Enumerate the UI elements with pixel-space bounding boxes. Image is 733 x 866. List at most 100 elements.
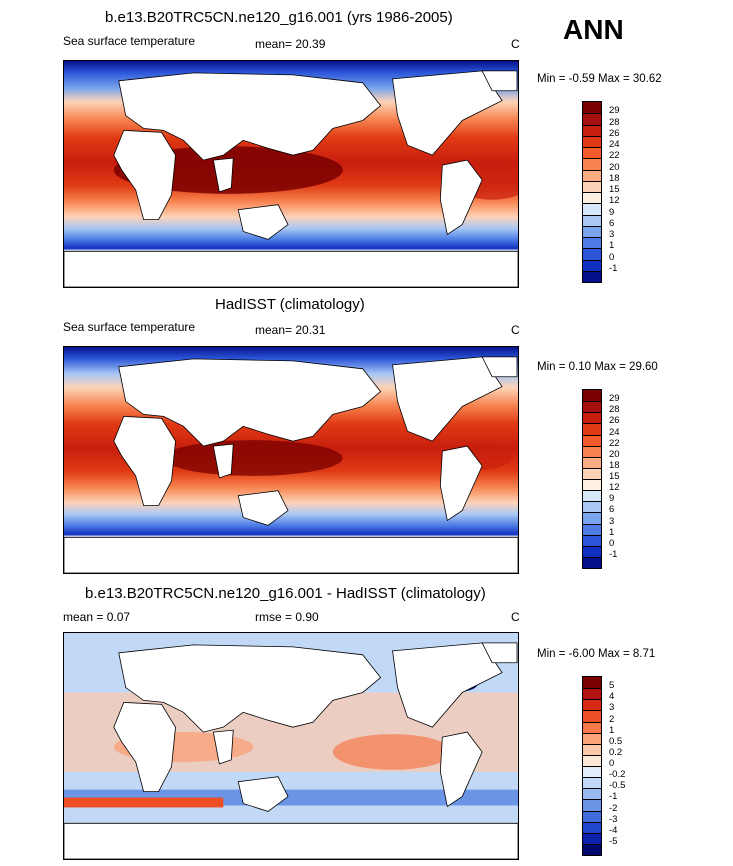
panel-1-minmax: Min = -0.59 Max = 30.62: [537, 73, 662, 85]
colorbar-swatch: [583, 434, 601, 446]
colorbar-swatch: [583, 556, 601, 568]
colorbar-swatch: [583, 821, 601, 833]
colorbar-level-label: 4: [609, 691, 615, 703]
colorbar-level-label: -5: [609, 835, 618, 847]
colorbar-level-label: 3: [609, 515, 615, 527]
colorbar-swatch: [583, 445, 601, 457]
colorbar-level-label: -3: [609, 813, 618, 825]
colorbar-swatch: [583, 677, 601, 689]
colorbar-level-label: 29: [609, 105, 620, 117]
panel-1-units: C: [511, 37, 520, 51]
colorbar-level-label: 0: [609, 758, 615, 769]
colorbar-swatch: [583, 456, 601, 468]
colorbar-level-label: -1: [609, 262, 618, 274]
colorbar-level-label: -4: [609, 824, 618, 836]
colorbar-level-label: 5: [609, 680, 615, 692]
colorbar-swatch: [583, 743, 601, 755]
colorbar-swatch: [583, 699, 601, 711]
colorbar-swatch: [583, 799, 601, 811]
colorbar-level-label: -1: [609, 548, 618, 560]
colorbar-swatch: [583, 788, 601, 800]
colorbar-level-label: 20: [609, 448, 620, 460]
colorbar-swatch: [583, 710, 601, 722]
panel-1-field-label: Sea surface temperature: [63, 34, 196, 48]
colorbar-level-label: 0: [609, 537, 615, 549]
colorbar-level-label: -0.5: [609, 780, 626, 792]
colorbar-swatch: [583, 158, 601, 170]
colorbar-swatch: [583, 467, 601, 479]
colorbar-swatch: [583, 259, 601, 271]
colorbar-level-label: 0.5: [609, 735, 623, 747]
colorbar-swatch: [583, 523, 601, 535]
colorbar-swatch: [583, 270, 601, 282]
colorbar-level-label: 1: [609, 240, 615, 252]
colorbar-level-label: 15: [609, 184, 620, 195]
panel-3-colorbar: [582, 676, 602, 856]
colorbar-swatch: [583, 777, 601, 789]
colorbar-swatch: [583, 423, 601, 435]
panel-2-title: HadISST (climatology): [215, 296, 365, 313]
colorbar-level-label: 3: [609, 702, 615, 714]
colorbar-swatch: [583, 721, 601, 733]
panel-3-map: [63, 632, 519, 860]
colorbar-swatch: [583, 688, 601, 700]
colorbar-level-label: 9: [609, 206, 615, 218]
colorbar-swatch: [583, 248, 601, 260]
panel-2-mean: mean= 20.31: [255, 323, 326, 337]
colorbar-level-label: 3: [609, 229, 615, 240]
panel-2-colorbar: [582, 389, 602, 569]
colorbar-swatch: [583, 843, 601, 855]
colorbar-level-label: 24: [609, 139, 620, 150]
colorbar-level-label: 6: [609, 504, 615, 516]
colorbar-level-label: 1: [609, 526, 615, 538]
colorbar-level-label: 28: [609, 116, 620, 128]
panel-1-title: b.e13.B20TRC5CN.ne120_g16.001 (yrs 1986-…: [105, 9, 453, 26]
colorbar-swatch: [583, 512, 601, 524]
colorbar-level-label: 2: [609, 713, 615, 725]
panel-1-map: [63, 60, 519, 288]
colorbar-swatch: [583, 479, 601, 491]
colorbar-swatch: [583, 732, 601, 744]
panel-2-units: C: [511, 323, 520, 337]
colorbar-swatch: [583, 832, 601, 844]
season-label: ANN: [563, 14, 624, 45]
panel-3-rmse: rmse = 0.90: [255, 610, 319, 624]
colorbar-level-label: 15: [609, 471, 620, 482]
colorbar-level-label: 18: [609, 172, 620, 184]
colorbar-swatch: [583, 490, 601, 502]
panel-2-minmax: Min = 0.10 Max = 29.60: [537, 361, 658, 373]
colorbar-level-label: 20: [609, 161, 620, 173]
panel-2-field-label: Sea surface temperature: [63, 320, 196, 334]
panel-3-title: b.e13.B20TRC5CN.ne120_g16.001 - HadISST …: [85, 585, 486, 602]
colorbar-level-label: -0.2: [609, 769, 626, 781]
colorbar-swatch: [583, 180, 601, 192]
colorbar-swatch: [583, 766, 601, 778]
colorbar-level-label: -1: [609, 791, 618, 803]
colorbar-level-label: 26: [609, 127, 620, 139]
colorbar-level-label: -2: [609, 802, 618, 814]
colorbar-swatch: [583, 501, 601, 513]
colorbar-swatch: [583, 214, 601, 226]
colorbar-level-label: 12: [609, 195, 620, 207]
colorbar-swatch: [583, 810, 601, 822]
panel-1-mean: mean= 20.39: [255, 37, 326, 51]
colorbar-level-label: 22: [609, 437, 620, 449]
colorbar-level-label: 26: [609, 415, 620, 427]
panel-2-map: [63, 346, 519, 574]
colorbar-level-label: 1: [609, 724, 615, 736]
colorbar-level-label: 0.2: [609, 746, 623, 758]
colorbar-swatch: [583, 390, 601, 402]
colorbar-swatch: [583, 113, 601, 125]
colorbar-swatch: [583, 102, 601, 114]
panel-3-minmax: Min = -6.00 Max = 8.71: [537, 648, 656, 660]
colorbar-swatch: [583, 754, 601, 766]
colorbar-swatch: [583, 225, 601, 237]
colorbar-level-label: 28: [609, 404, 620, 416]
colorbar-swatch: [583, 534, 601, 546]
colorbar-swatch: [583, 545, 601, 557]
colorbar-swatch: [583, 192, 601, 204]
colorbar-swatch: [583, 412, 601, 424]
colorbar-swatch: [583, 135, 601, 147]
colorbar-level-label: 9: [609, 493, 615, 505]
panel-1-colorbar: [582, 101, 602, 283]
